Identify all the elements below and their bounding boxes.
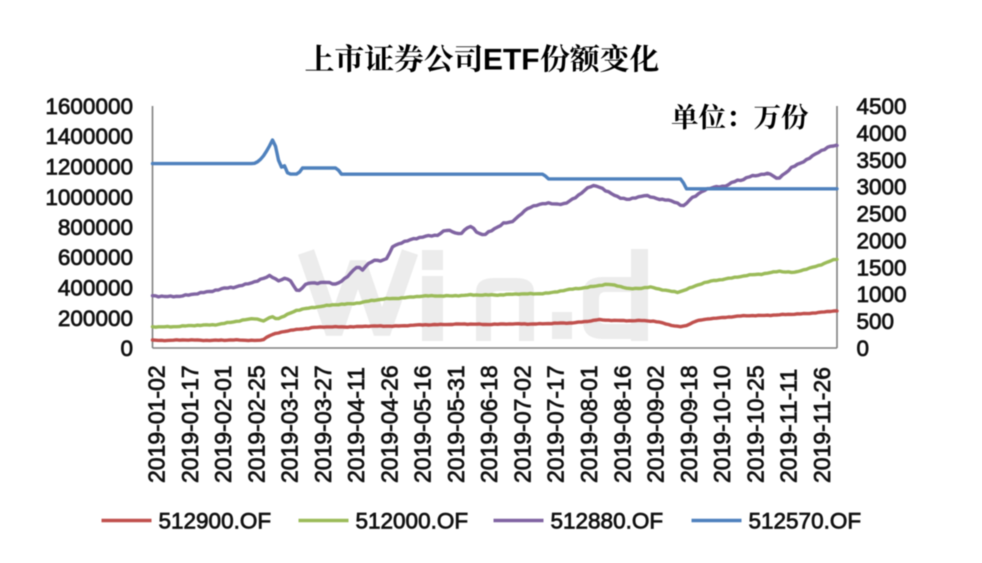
svg-text:4000: 4000 [857,121,907,146]
svg-text:2019-03-27: 2019-03-27 [310,365,336,483]
svg-text:500: 500 [857,309,895,334]
svg-text:200000: 200000 [58,306,133,331]
svg-text:600000: 600000 [58,245,133,270]
svg-text:2019-04-26: 2019-04-26 [376,365,402,483]
svg-text:2019-07-17: 2019-07-17 [543,365,569,483]
svg-text:1600000: 1600000 [45,94,133,119]
svg-text:2019-02-25: 2019-02-25 [243,365,269,483]
svg-text:1500: 1500 [857,255,907,280]
svg-text:512900.OF: 512900.OF [159,509,272,534]
svg-text:4500: 4500 [857,94,907,119]
svg-text:2019-11-11: 2019-11-11 [776,369,802,483]
svg-text:2019-09-02: 2019-09-02 [643,365,669,483]
svg-text:2019-08-01: 2019-08-01 [576,365,602,483]
svg-text:2019-02-01: 2019-02-01 [210,365,236,483]
svg-text:3500: 3500 [857,148,907,173]
svg-text:800000: 800000 [58,215,133,240]
svg-text:2000: 2000 [857,228,907,253]
svg-text:2019-10-10: 2019-10-10 [709,365,735,483]
svg-text:1200000: 1200000 [45,155,133,180]
svg-text:512880.OF: 512880.OF [551,509,664,534]
svg-text:512570.OF: 512570.OF [749,509,862,534]
svg-text:2019-01-17: 2019-01-17 [177,365,203,483]
svg-text:2019-03-12: 2019-03-12 [277,365,303,483]
svg-text:400000: 400000 [58,276,133,301]
svg-text:2019-09-18: 2019-09-18 [676,365,702,483]
svg-text:2019-01-02: 2019-01-02 [144,365,170,483]
svg-text:1400000: 1400000 [45,124,133,149]
svg-text:0: 0 [120,336,133,361]
svg-text:0: 0 [857,336,870,361]
svg-text:1000000: 1000000 [45,185,133,210]
svg-text:2019-05-16: 2019-05-16 [410,365,436,483]
svg-text:2019-06-18: 2019-06-18 [476,365,502,483]
svg-text:2019-10-25: 2019-10-25 [742,365,768,483]
svg-text:2019-05-31: 2019-05-31 [443,365,469,483]
svg-text:2019-11-26: 2019-11-26 [809,367,835,483]
svg-text:1000: 1000 [857,282,907,307]
svg-text:2500: 2500 [857,202,907,227]
svg-text:2019-08-16: 2019-08-16 [609,365,635,483]
svg-text:2019-07-02: 2019-07-02 [510,365,536,483]
svg-text:2019-04-11: 2019-04-11 [343,367,369,483]
svg-text:3000: 3000 [857,175,907,200]
svg-text:512000.OF: 512000.OF [356,509,469,534]
